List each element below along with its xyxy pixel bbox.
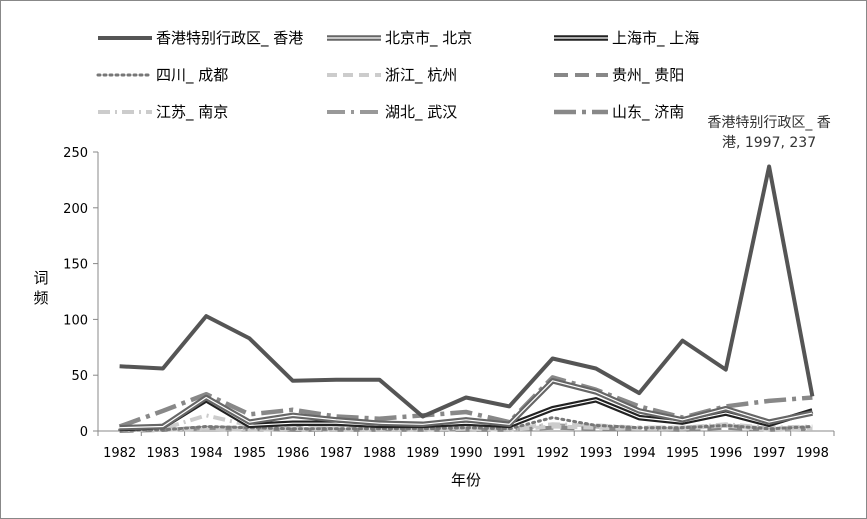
x-tick-label: 1983 [146,446,179,461]
y-tick-label: 100 [63,313,88,328]
legend-label: 山东_ 济南 [612,103,684,122]
series-line-4 [119,423,813,432]
x-axis-title: 年份 [451,471,481,489]
x-tick-label: 1989 [406,446,439,461]
x-tick-label: 1994 [623,446,656,461]
legend-item: 山东_ 济南 [554,103,684,122]
legend-item: 北京市_ 北京 [327,29,472,48]
legend-label: 四川_ 成都 [156,66,228,85]
y-tick-label: 50 [71,369,88,384]
x-tick-label: 1984 [190,446,223,461]
legend-label: 北京市_ 北京 [385,29,472,48]
y-tick-label: 250 [63,146,88,161]
y-tick-label: 0 [80,425,88,440]
x-tick-label: 1982 [103,446,136,461]
x-tick-label: 1985 [233,446,266,461]
legend-item: 浙江_ 杭州 [327,66,457,85]
series-1 [119,378,813,431]
data-label: 港, 1997, 237 [722,135,816,151]
legend-item: 江苏_ 南京 [98,103,228,122]
y-axis-title: 词频 [33,269,48,307]
legend-item: 香港特别行政区_ 香港 [98,29,303,48]
legend-label: 江苏_ 南京 [156,103,228,122]
y-axis-title-char: 词 [33,269,48,287]
legend-item: 湖北_ 武汉 [327,103,457,122]
legend-item: 四川_ 成都 [96,66,228,85]
y-axis-title-char: 频 [33,289,48,307]
y-tick-label: 200 [63,202,88,217]
x-tick-label: 1986 [276,446,309,461]
y-tick-label: 150 [63,258,88,273]
x-tick-label: 1993 [579,446,612,461]
x-tick-label: 1987 [320,446,353,461]
x-tick-label: 1992 [536,446,569,461]
legend-label: 湖北_ 武汉 [385,103,457,122]
x-tick-label: 1998 [796,446,829,461]
legend-label: 上海市_ 上海 [612,29,699,48]
x-tick-label: 1991 [493,446,526,461]
legend-item: 上海市_ 上海 [554,29,699,48]
x-tick-label: 1995 [666,446,699,461]
series-line-0 [119,164,815,419]
legend-label: 浙江_ 杭州 [385,66,457,85]
series-0 [119,164,815,419]
legend-label: 贵州_ 贵阳 [612,66,684,85]
x-tick-label: 1996 [709,446,742,461]
series-line-1-inner [119,380,813,429]
data-label: 香港特别行政区_ 香 [707,115,830,131]
x-tick-label: 1990 [449,446,482,461]
x-tick-label: 1988 [363,446,396,461]
x-tick-label: 1997 [753,446,786,461]
legend-item: 贵州_ 贵阳 [554,66,684,85]
series-line-3 [118,416,814,432]
legend-label: 香港特别行政区_ 香港 [156,29,303,48]
